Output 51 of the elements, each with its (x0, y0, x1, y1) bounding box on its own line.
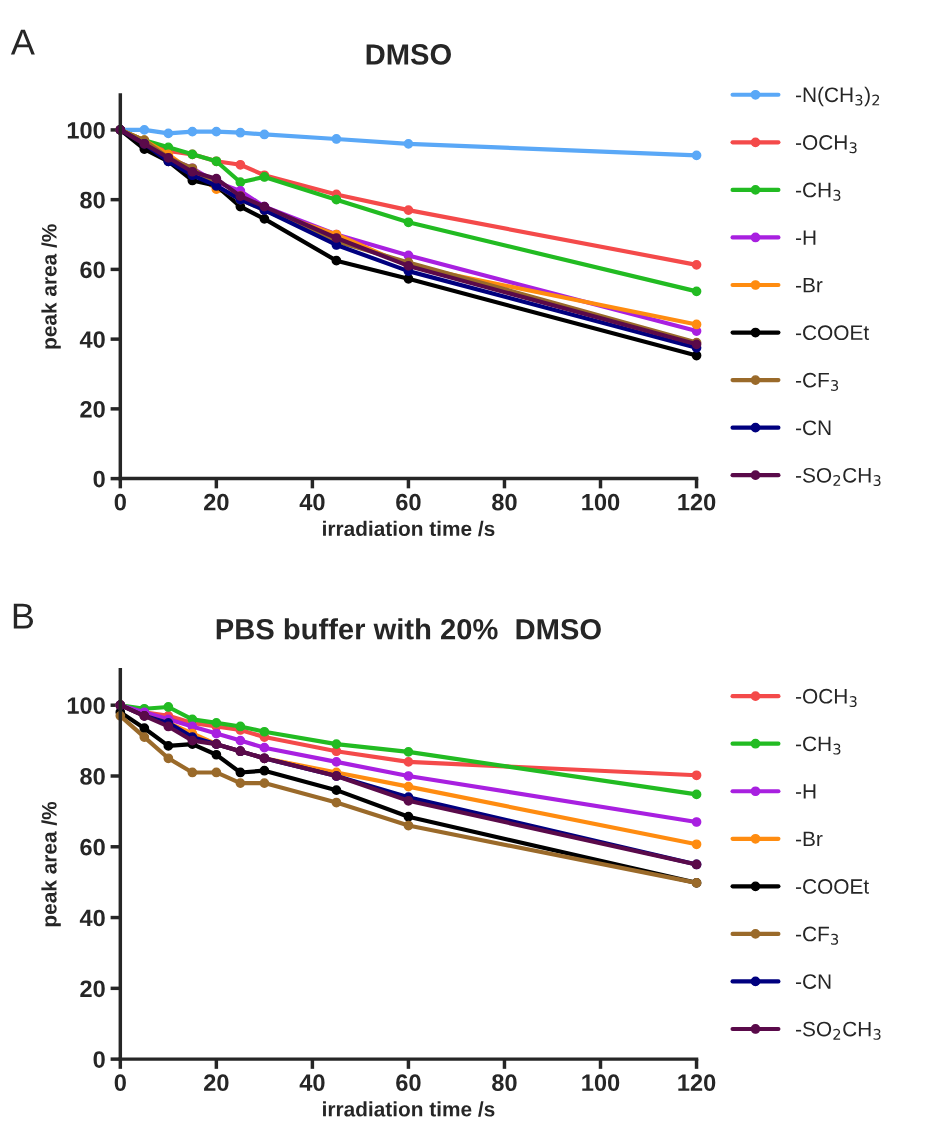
legend-label: -CH$_{3}$ (796, 182, 841, 201)
chart-title: PBS buffer with 20% DMSO (216, 618, 601, 640)
x-tick-label: 120 (678, 1074, 716, 1092)
legend-label: -Br (796, 277, 823, 293)
legend-label: -SO$_{2}$CH$_{3}$ (796, 467, 881, 487)
legend-label: -CF$_{3}$ (796, 926, 839, 945)
y-tick-label: 100 (67, 697, 105, 714)
y-tick-label: 40 (79, 331, 105, 348)
x-tick-label: 40 (299, 493, 325, 511)
y-tick-label: 40 (79, 909, 105, 927)
x-tick-label: 0 (114, 1074, 126, 1092)
legend-label: -COOEt (796, 879, 869, 894)
x-tick-label: 120 (678, 493, 716, 511)
x-tick-label: 40 (299, 1074, 325, 1092)
x-tick-label: 80 (492, 1074, 517, 1092)
y-tick-label: 20 (80, 400, 105, 418)
y-tick-label: 80 (80, 191, 105, 209)
legend-label: -CH$_{3}$ (796, 736, 841, 755)
legend-label: -H (796, 230, 816, 245)
text: A (10, 29, 35, 55)
y-tick-label: 100 (67, 121, 105, 139)
legend-label: -OCH$_{3}$ (796, 135, 857, 154)
y-tick-label: 60 (80, 261, 105, 279)
x-tick-label: 20 (204, 1074, 229, 1092)
y-tick-label: 0 (93, 1051, 105, 1068)
y-axis-title: peak area /% (41, 224, 61, 349)
y-tick-label: 0 (93, 470, 105, 488)
x-tick-label: 60 (396, 493, 421, 511)
x-tick-label: 60 (396, 1074, 421, 1092)
legend-label: -Br (796, 831, 823, 847)
legend-label: -OCH$_{3}$ (796, 688, 857, 708)
x-tick-label: 100 (582, 493, 620, 511)
legend-label: -COOEt (796, 325, 869, 341)
chart-title: DMSO (366, 44, 451, 65)
legend-label: -N(CH$_{3}$)$_{2}$ (796, 86, 880, 107)
x-tick-label: 20 (204, 493, 229, 511)
x-tick-label: 100 (582, 1074, 620, 1092)
legend-label: -CF$_{3}$ (796, 372, 839, 391)
x-axis-title: irradiation time /s (323, 1101, 495, 1117)
x-tick-label: 0 (114, 493, 126, 511)
legend-label: -SO$_{2}$CH$_{3}$ (796, 1021, 881, 1040)
legend-label: -H (796, 784, 816, 799)
legend-label: -CN (796, 420, 831, 436)
y-tick-label: 80 (80, 768, 105, 785)
y-axis-title: peak area /% (41, 801, 61, 927)
text: B (13, 603, 34, 629)
y-tick-label: 20 (80, 980, 105, 998)
legend-label: -CN (796, 974, 831, 989)
y-tick-label: 60 (80, 838, 105, 856)
x-axis-title: irradiation time /s (323, 520, 495, 537)
x-tick-label: 80 (492, 493, 517, 511)
